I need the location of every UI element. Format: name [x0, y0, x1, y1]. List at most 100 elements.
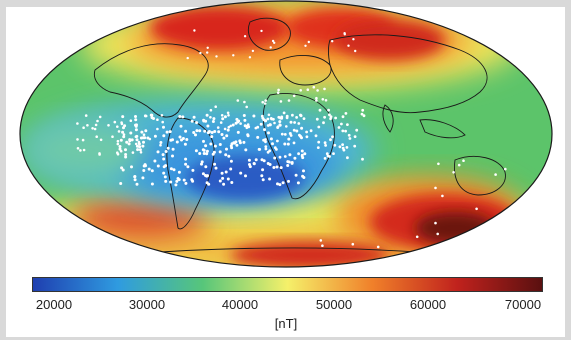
observation-point [323, 157, 327, 160]
observation-point [281, 181, 285, 185]
observation-point [268, 177, 272, 181]
observation-point [150, 169, 154, 173]
observation-point [221, 117, 225, 121]
observation-point [347, 133, 351, 137]
observation-point [121, 168, 125, 172]
observation-point [119, 182, 123, 185]
observation-point [235, 143, 239, 147]
observation-point [182, 178, 186, 182]
observation-point [94, 123, 98, 127]
observation-point [353, 135, 357, 139]
colorbar-tick-label: 20000 [35, 297, 73, 312]
observation-point [285, 116, 289, 120]
observation-point [244, 174, 247, 178]
observation-point [266, 162, 270, 165]
observation-point [224, 170, 228, 174]
observation-point [354, 49, 357, 53]
observation-point [346, 123, 349, 126]
observation-point [76, 138, 79, 141]
observation-point [227, 125, 231, 129]
observation-point [291, 113, 294, 117]
observation-point [305, 135, 309, 139]
observation-point [206, 51, 209, 54]
observation-point [147, 167, 151, 171]
observation-point [122, 135, 126, 139]
observation-point [220, 133, 224, 136]
observation-point [267, 131, 270, 135]
observation-point [260, 174, 264, 178]
observation-point [266, 124, 270, 127]
observation-point [210, 135, 214, 139]
observation-point [204, 165, 208, 169]
observation-point [247, 158, 251, 162]
observation-point [246, 123, 250, 126]
colorbar [32, 277, 543, 292]
observation-point [325, 152, 329, 156]
observation-point [280, 132, 284, 136]
observation-point [195, 121, 199, 125]
observation-point [171, 138, 174, 142]
observation-point [302, 176, 306, 179]
observation-point [242, 140, 246, 144]
observation-point [362, 114, 366, 118]
observation-point [331, 135, 334, 139]
observation-point [264, 119, 267, 122]
observation-point [121, 115, 125, 119]
observation-point [122, 126, 125, 130]
observation-point [118, 145, 122, 148]
observation-point [153, 134, 157, 138]
observation-point [328, 113, 331, 117]
observation-point [437, 162, 440, 166]
observation-point [315, 99, 318, 102]
coast-africa [262, 93, 335, 200]
observation-point [321, 98, 325, 101]
observation-point [345, 146, 349, 149]
observation-point [304, 44, 307, 47]
observation-point [175, 140, 179, 144]
observation-point [229, 167, 233, 171]
observation-point [134, 135, 138, 138]
observation-point [302, 117, 306, 120]
observation-point [210, 131, 214, 134]
observation-point [260, 114, 264, 118]
observation-point [205, 149, 209, 153]
observation-point [317, 125, 321, 129]
observation-point [211, 120, 215, 123]
observation-point [169, 180, 173, 184]
observation-point [353, 144, 357, 148]
observation-point [184, 162, 188, 166]
observation-point [202, 139, 205, 143]
observation-point [209, 116, 212, 119]
observation-point [318, 108, 322, 112]
observation-point [278, 123, 282, 126]
observation-point [332, 152, 335, 156]
observation-point [315, 96, 318, 100]
observation-point [294, 173, 298, 177]
observation-point [292, 94, 296, 98]
observation-point [243, 124, 247, 128]
observation-point [93, 127, 97, 131]
observation-point [343, 32, 346, 35]
observation-point [207, 182, 211, 186]
observation-point [306, 88, 310, 91]
observation-point [216, 126, 220, 129]
observation-point [256, 135, 260, 139]
observation-point [300, 154, 304, 158]
observation-point [271, 142, 274, 146]
observation-point [111, 135, 114, 138]
coastlines [93, 17, 506, 261]
observation-point [181, 115, 185, 119]
observation-point [209, 108, 213, 112]
observation-point [277, 88, 280, 92]
observation-point [324, 99, 328, 102]
observation-point [84, 114, 88, 117]
observation-point [201, 172, 205, 176]
observation-point [169, 167, 173, 171]
observation-point [278, 120, 282, 124]
observation-point [174, 183, 178, 187]
observation-point [252, 114, 256, 118]
observation-point [289, 134, 293, 137]
observation-point [268, 149, 272, 153]
observation-point [276, 182, 279, 186]
observation-point [160, 114, 164, 117]
